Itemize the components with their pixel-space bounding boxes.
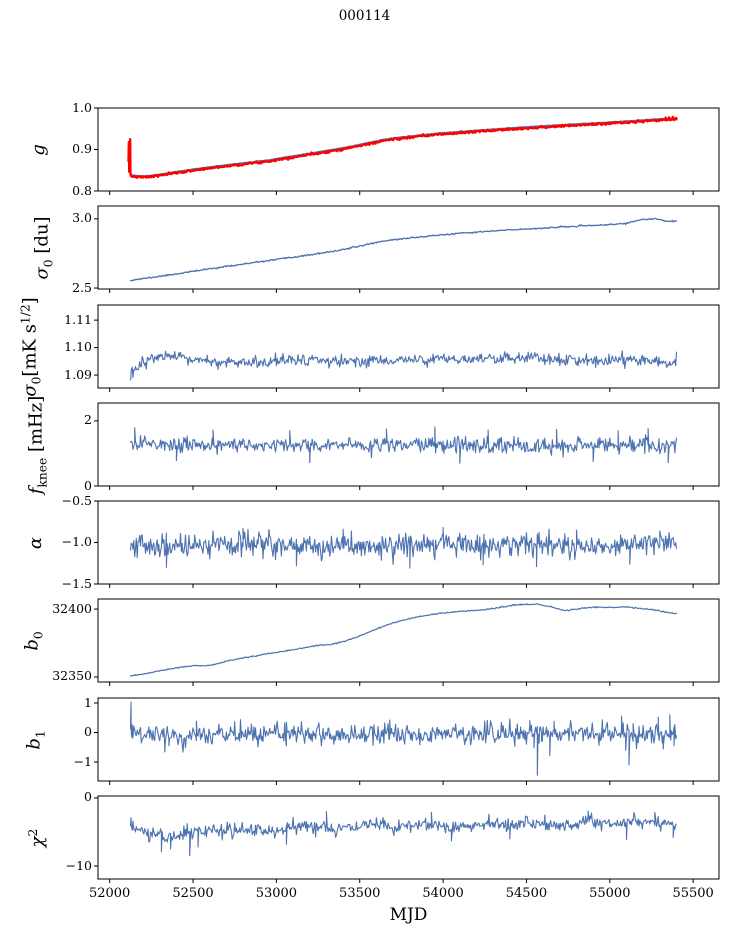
y-axis-label-part: knee [35, 457, 50, 488]
series-sigma0-mK [129, 350, 678, 381]
y-axis-label-part: 0 [41, 258, 56, 267]
y-tick-label: 1.10 [64, 339, 92, 355]
panel-chi2 [94, 795, 720, 883]
panel-frame [97, 402, 720, 487]
x-tick-label: 54000 [422, 886, 464, 901]
y-axis-label-part: 1/2 [18, 303, 33, 324]
panel-frame [97, 205, 720, 290]
series-chi2 [129, 810, 678, 857]
y-axis-label-b1: b1 [23, 729, 48, 750]
y-axis-label-part: f [25, 487, 47, 494]
series-f-knee [129, 426, 678, 464]
y-axis-label-part: b [21, 638, 43, 651]
x-tick-label: 54500 [505, 886, 548, 901]
y-axis-label-part: 0 [29, 376, 44, 384]
panel-f_knee [94, 402, 720, 490]
series-gain-measured [127, 115, 678, 179]
y-axis-label-part: [mK s [19, 323, 41, 377]
x-tick-label: 55000 [589, 886, 631, 901]
panel-frame [97, 795, 720, 880]
y-axis-label-part: σ [19, 383, 41, 397]
y-axis-label-part: g [28, 143, 49, 156]
y-axis-label-alpha: α [25, 536, 46, 549]
series-b0 [129, 603, 678, 677]
series-b1 [129, 701, 678, 776]
panel-g [94, 107, 720, 195]
y-tick-label: −1.0 [61, 534, 92, 549]
y-axis-label-f_knee: fknee [mHz] [25, 395, 50, 494]
y-axis-label-part: 1 [33, 729, 48, 738]
figure-title: 000114 [338, 8, 391, 24]
panel-alpha [94, 500, 720, 588]
x-tick-label: 53500 [339, 886, 381, 901]
y-axis-label-g: g [28, 143, 49, 156]
y-tick-label: −0.5 [61, 492, 92, 508]
y-tick-label: −1 [73, 753, 92, 769]
y-tick-label: −10 [65, 857, 92, 873]
x-tick-label: 53000 [255, 886, 298, 901]
y-axis-label-part: χ [27, 835, 49, 847]
y-tick-label: 0.9 [72, 141, 92, 156]
y-tick-label: 3.0 [72, 210, 92, 226]
panel-b0 [94, 598, 720, 686]
y-axis-label-b0: b0 [21, 630, 46, 651]
y-tick-label: 0 [84, 477, 92, 493]
y-tick-label: 32400 [52, 600, 92, 616]
y-tick-label: −1.5 [61, 575, 92, 591]
y-axis-label-part: [mHz] [25, 395, 47, 458]
y-axis-label-part: [du] [31, 216, 53, 259]
y-tick-label: 0 [84, 724, 92, 739]
y-axis-label-part: α [25, 536, 46, 549]
y-axis-label-part: b [23, 737, 45, 750]
y-axis-label-part: σ [31, 266, 53, 279]
y-tick-label: 1.09 [64, 366, 92, 382]
panel-sigma0_du [94, 205, 720, 293]
panel-sigma0_mK [94, 304, 720, 392]
y-axis-label-part: 0 [31, 630, 46, 639]
y-tick-label: 1 [84, 694, 92, 710]
panel-frame [97, 598, 720, 683]
panel-frame [97, 304, 720, 389]
x-tick-label: 55500 [672, 886, 714, 901]
series-sigma0-du [129, 217, 678, 282]
x-tick-label: 52500 [172, 886, 214, 901]
y-tick-label: 2.5 [72, 279, 92, 295]
panel-b1 [94, 697, 720, 785]
y-axis-label-part: ] [19, 296, 41, 304]
y-tick-label: 0.8 [72, 182, 92, 198]
y-tick-label: 0 [84, 789, 92, 805]
series-alpha [129, 527, 678, 569]
panel-frame [97, 697, 720, 782]
y-axis-label-sigma0_du: σ0 [du] [31, 216, 56, 279]
y-tick-label: 1.11 [64, 311, 92, 327]
y-axis-label-sigma0_mK: σ0[mK s1/2] [18, 296, 44, 397]
y-axis-label-chi2: χ2 [25, 828, 49, 847]
y-axis-label-part: 2 [25, 828, 40, 836]
x-axis-label: MJD [389, 905, 428, 925]
y-tick-label: 1.0 [72, 99, 92, 115]
x-tick-label: 52000 [88, 886, 131, 901]
y-tick-label: 2 [84, 412, 92, 428]
y-tick-label: 32350 [52, 668, 92, 684]
